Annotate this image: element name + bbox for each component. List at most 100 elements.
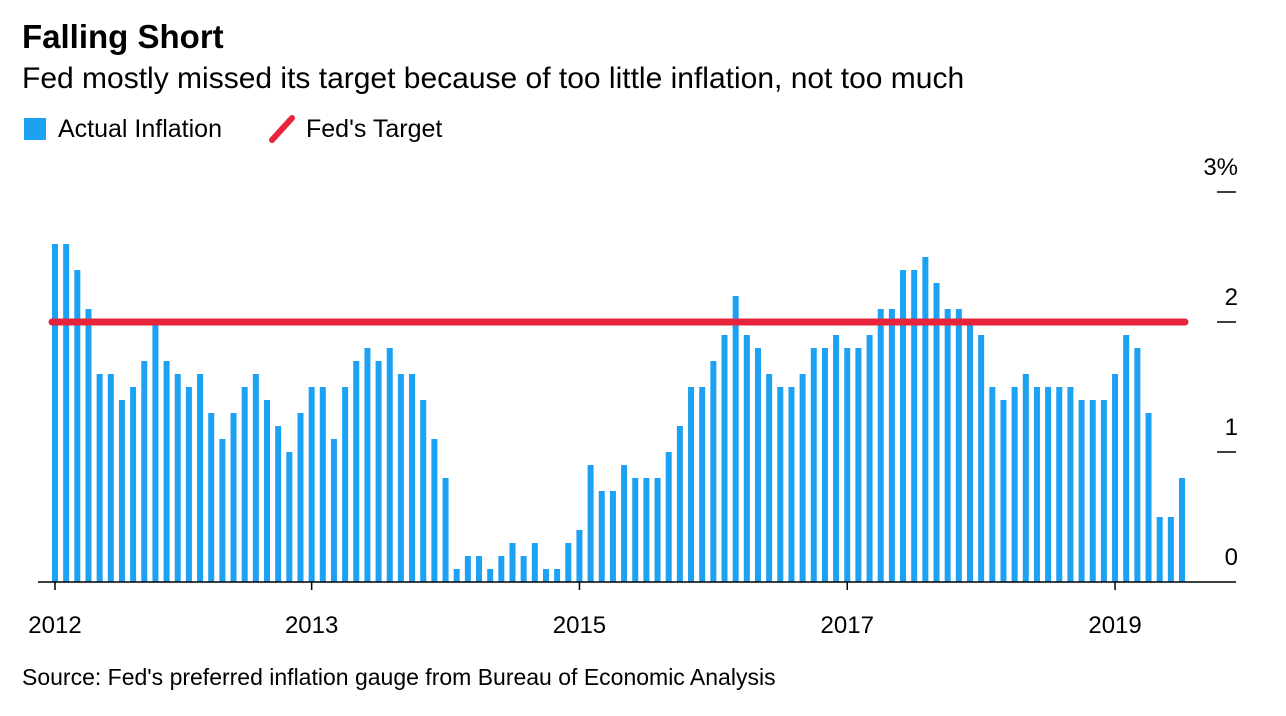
bar	[208, 413, 215, 582]
bar	[844, 348, 851, 582]
bar	[152, 322, 159, 582]
bar	[944, 309, 951, 582]
bar	[978, 335, 985, 582]
bar	[509, 543, 516, 582]
bar	[1123, 335, 1130, 582]
bar	[821, 348, 828, 582]
bar	[1089, 400, 1096, 582]
chart-title: Falling Short	[22, 18, 224, 55]
bar	[1022, 374, 1029, 582]
y-tick-label: 0	[1225, 544, 1238, 571]
bar	[676, 426, 683, 582]
bar	[754, 348, 761, 582]
y-tick-label: 1	[1225, 414, 1238, 441]
bar	[598, 491, 605, 582]
bar	[900, 270, 907, 582]
source: Source: Fed's preferred inflation gauge …	[22, 664, 776, 690]
bar	[342, 387, 349, 582]
bar	[297, 413, 304, 582]
bar	[1179, 478, 1185, 582]
bar	[777, 387, 784, 582]
chart-subtitle: Fed mostly missed its target because of …	[22, 62, 964, 95]
bar	[130, 387, 137, 582]
bar	[163, 361, 170, 582]
bar	[922, 257, 929, 582]
bar	[542, 569, 549, 582]
bar	[699, 387, 706, 582]
bar	[420, 400, 427, 582]
y-tick-label: 3%	[1203, 154, 1238, 181]
bar	[911, 270, 918, 582]
bar	[453, 569, 460, 582]
bar	[565, 543, 572, 582]
bar	[554, 569, 561, 582]
bar	[252, 374, 259, 582]
bar	[63, 244, 70, 582]
bar	[386, 348, 393, 582]
bar	[409, 374, 416, 582]
bar	[710, 361, 717, 582]
bar	[487, 569, 494, 582]
bar	[955, 309, 962, 582]
y-tick-label: 2	[1225, 284, 1238, 311]
bar	[96, 374, 103, 582]
bar	[353, 361, 360, 582]
bar	[364, 348, 371, 582]
legend-swatch	[269, 115, 295, 143]
bar	[520, 556, 527, 582]
bar	[308, 387, 315, 582]
x-tick-label: 2017	[821, 612, 874, 639]
bar	[1045, 387, 1052, 582]
bar	[241, 387, 248, 582]
bar	[275, 426, 282, 582]
bar	[74, 270, 81, 582]
bar	[375, 361, 382, 582]
bar	[877, 309, 884, 582]
bar	[531, 543, 538, 582]
bar	[1156, 517, 1163, 582]
bar	[721, 335, 728, 582]
bar	[442, 478, 449, 582]
bar	[833, 335, 840, 582]
bar	[498, 556, 505, 582]
bar	[866, 335, 873, 582]
bar	[319, 387, 326, 582]
bar	[464, 556, 471, 582]
bar	[621, 465, 628, 582]
x-tick-label: 2012	[28, 612, 81, 639]
bar	[688, 387, 695, 582]
bar	[1167, 517, 1174, 582]
bar	[888, 309, 895, 582]
x-tick-label: 2013	[285, 612, 338, 639]
bar	[966, 322, 973, 582]
bar	[855, 348, 862, 582]
bar	[665, 452, 672, 582]
bar	[743, 335, 750, 582]
x-tick-label: 2019	[1088, 612, 1141, 639]
bar	[330, 439, 337, 582]
bar	[1134, 348, 1141, 582]
x-tick-label: 2015	[553, 612, 606, 639]
legend-label: Fed's Target	[306, 115, 442, 143]
bar	[1145, 413, 1152, 582]
bar	[52, 244, 58, 582]
bar	[643, 478, 650, 582]
legend-label: Actual Inflation	[58, 115, 222, 143]
bar	[286, 452, 293, 582]
bar	[632, 478, 639, 582]
bar	[1112, 374, 1119, 582]
bar	[788, 387, 795, 582]
bar	[1067, 387, 1074, 582]
bar	[810, 348, 817, 582]
bar	[799, 374, 806, 582]
bar	[1100, 400, 1107, 582]
bar	[431, 439, 438, 582]
bar	[1033, 387, 1040, 582]
bar	[732, 296, 739, 582]
bar	[107, 374, 114, 582]
bar	[989, 387, 996, 582]
bar	[264, 400, 271, 582]
bar	[118, 400, 125, 582]
bar	[1078, 400, 1085, 582]
